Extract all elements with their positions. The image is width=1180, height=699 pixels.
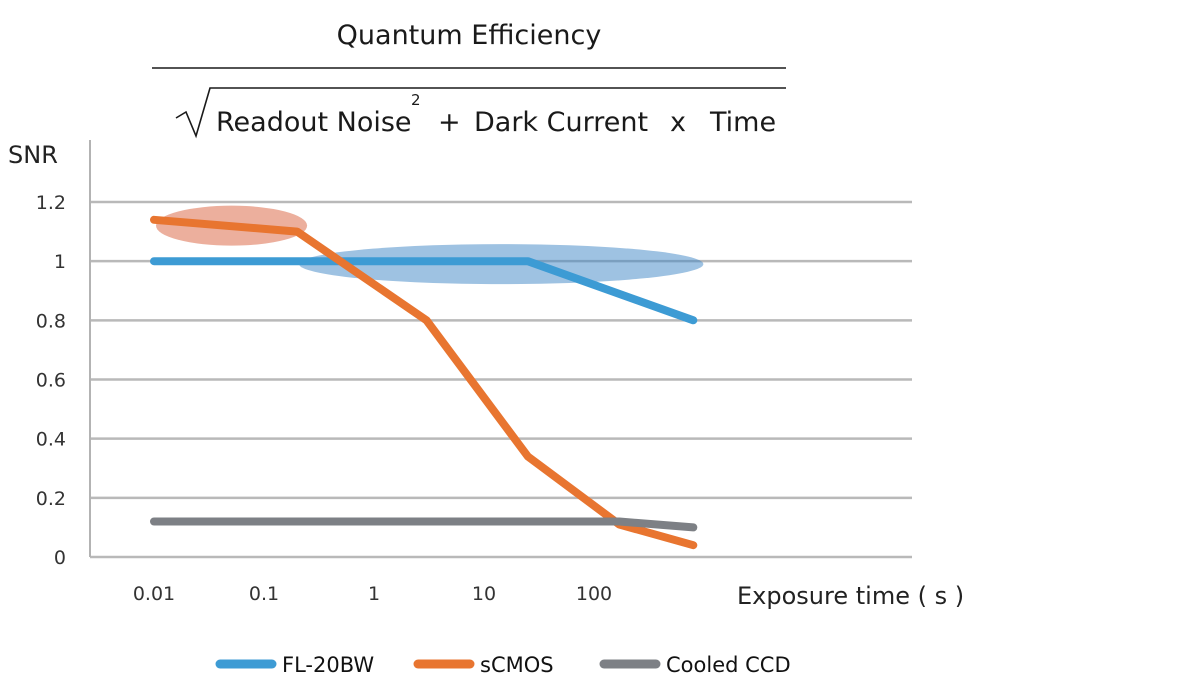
snr-formula: Quantum Efficiency Readout Noise 2 + Dar… [152,20,786,139]
x-tick-label: 0.1 [249,583,279,605]
y-tick-label: 0.8 [36,310,66,332]
legend: FL-20BW sCMOS Cooled CCD [215,653,791,677]
y-tick-label: 0.2 [36,488,66,510]
x-tick-label: 0.01 [133,583,175,605]
series-line-scmos [150,215,698,550]
formula-numerator: Quantum Efficiency [337,20,602,51]
y-tick-label: 1 [54,251,66,273]
formula-exponent: 2 [411,91,421,109]
y-tick-label: 1.2 [36,192,66,214]
y-axis-label: SNR [8,141,58,169]
y-tick-label: 0.4 [36,429,66,451]
x-tick-label: 100 [576,583,612,605]
formula-times: x [670,107,686,138]
x-axis-label: Exposure time ( s ) [737,582,964,610]
series-lines [150,215,698,550]
series-line-cooled-ccd [150,517,698,532]
y-tick-labels: 0 0.2 0.4 0.6 0.8 1 1.2 [36,192,66,569]
y-tick-label: 0 [54,547,66,569]
legend-label-cooled-ccd: Cooled CCD [666,653,791,677]
formula-plus: + [438,107,461,138]
formula-term-readout-noise: Readout Noise [216,107,412,138]
series-line-fl-20bw [150,257,698,325]
y-tick-label: 0.6 [36,370,66,392]
formula-sqrt-sign [175,87,786,139]
legend-label-scmos: sCMOS [480,653,554,677]
formula-term-dark-current: Dark Current [474,107,648,138]
x-tick-labels: 0.01 0.1 1 10 100 [133,583,612,605]
formula-term-time: Time [709,107,776,138]
x-tick-label: 10 [472,583,496,605]
x-tick-label: 1 [368,583,380,605]
legend-label-fl-20bw: FL-20BW [282,653,374,677]
highlight-ellipses [156,205,704,285]
